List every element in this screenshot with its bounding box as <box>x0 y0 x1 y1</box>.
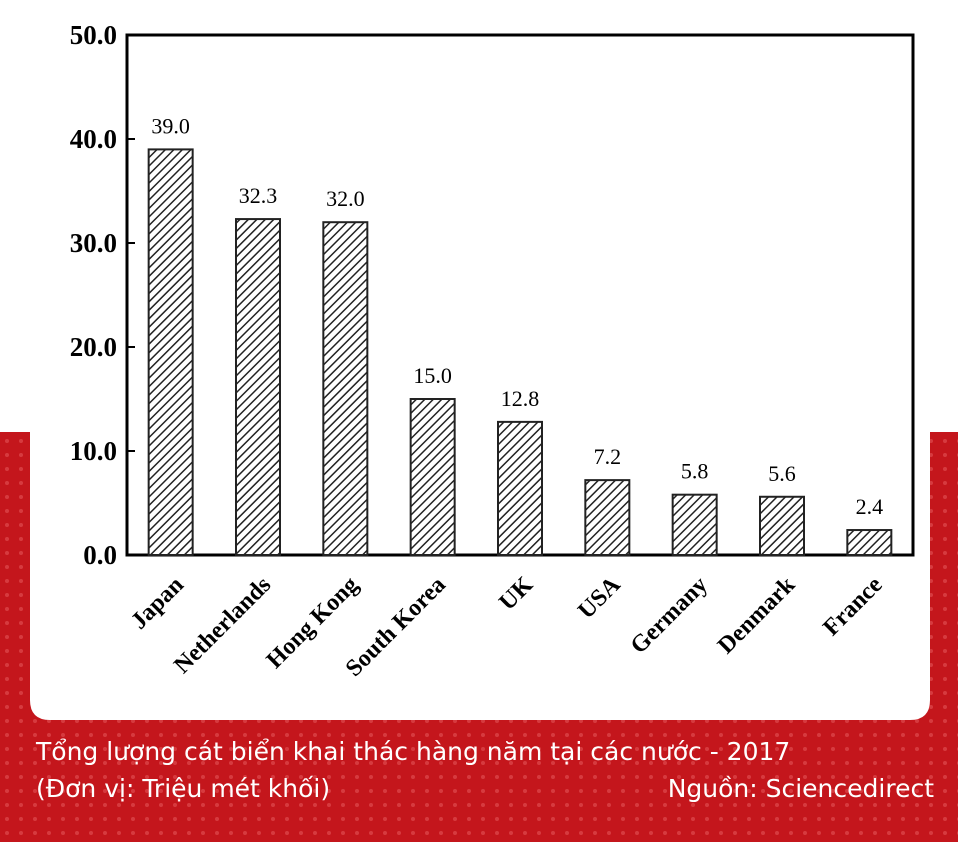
value-label: 39.0 <box>151 113 190 138</box>
source: Nguồn: Sciencedirect <box>668 774 935 803</box>
bar <box>584 479 631 556</box>
value-label: 32.3 <box>239 183 278 208</box>
value-label: 12.8 <box>501 386 540 411</box>
bar <box>671 493 718 556</box>
bar <box>322 221 369 556</box>
bar <box>759 495 805 557</box>
bar <box>497 420 543 556</box>
bar <box>409 398 456 556</box>
value-label: 5.8 <box>681 459 709 484</box>
y-tick-label: 50.0 <box>70 20 117 50</box>
y-tick-label: 10.0 <box>70 436 117 466</box>
value-label: 15.0 <box>413 363 452 388</box>
y-tick-label: 40.0 <box>70 124 117 154</box>
bar <box>235 218 281 557</box>
bar <box>147 148 194 556</box>
chart-title: Tổng lượng cát biển khai thác hàng năm t… <box>35 737 790 766</box>
value-label: 32.0 <box>326 186 365 211</box>
chart-subtitle: (Đơn vị: Triệu mét khối) <box>36 774 330 803</box>
y-tick-label: 20.0 <box>70 332 117 362</box>
y-tick-label: 30.0 <box>70 228 117 258</box>
value-label: 2.4 <box>856 494 884 519</box>
bar <box>846 529 893 556</box>
y-tick-label: 0.0 <box>83 540 117 570</box>
value-label: 7.2 <box>594 444 622 469</box>
value-label: 5.6 <box>768 461 796 486</box>
background-top <box>0 0 958 432</box>
